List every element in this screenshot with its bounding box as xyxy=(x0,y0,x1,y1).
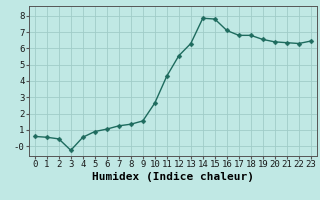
X-axis label: Humidex (Indice chaleur): Humidex (Indice chaleur) xyxy=(92,172,254,182)
